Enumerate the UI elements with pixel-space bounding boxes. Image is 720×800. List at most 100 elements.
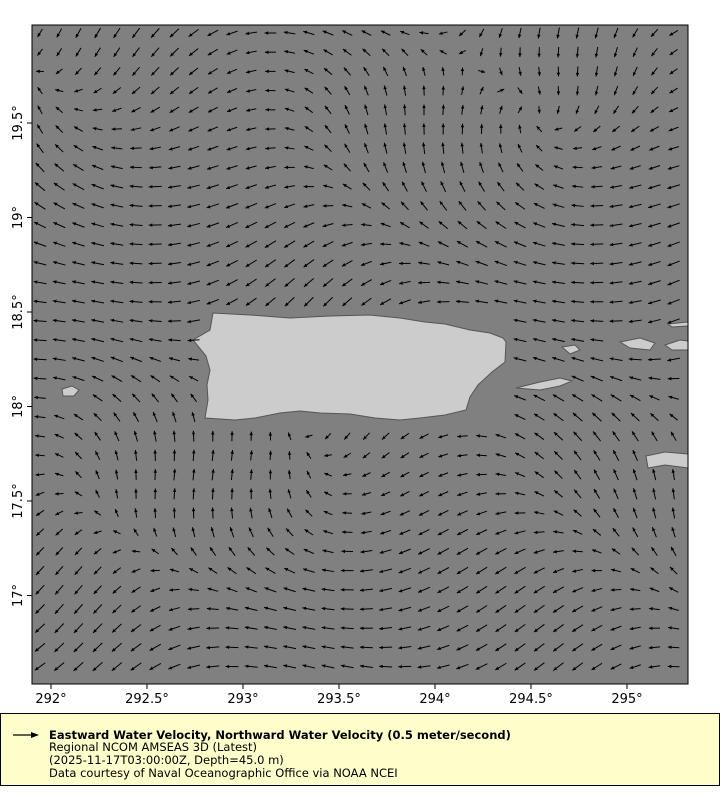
velocity-arrow bbox=[114, 450, 119, 461]
velocity-arrow bbox=[669, 68, 678, 75]
velocity-arrow bbox=[192, 488, 196, 500]
velocity-arrow bbox=[188, 29, 199, 37]
velocity-arrow bbox=[610, 625, 622, 631]
velocity-arrow bbox=[110, 222, 124, 227]
velocity-arrow bbox=[648, 222, 661, 228]
velocity-arrow bbox=[150, 106, 161, 113]
velocity-arrow bbox=[648, 376, 661, 380]
velocity-arrow bbox=[611, 412, 621, 422]
velocity-arrow bbox=[129, 337, 143, 343]
velocity-arrow bbox=[380, 491, 391, 497]
velocity-arrow bbox=[648, 241, 661, 247]
velocity-arrow bbox=[303, 259, 315, 268]
velocity-arrow bbox=[571, 356, 584, 362]
velocity-arrow bbox=[340, 664, 354, 669]
velocity-arrow bbox=[323, 510, 333, 516]
velocity-arrow bbox=[284, 146, 295, 150]
velocity-arrow bbox=[456, 624, 469, 632]
velocity-arrow bbox=[591, 165, 603, 170]
velocity-arrow bbox=[398, 646, 412, 650]
velocity-arrow bbox=[667, 279, 680, 286]
velocity-arrow bbox=[498, 162, 504, 173]
velocity-arrow bbox=[134, 488, 138, 499]
velocity-arrow bbox=[533, 567, 545, 574]
velocity-arrow bbox=[400, 471, 410, 478]
velocity-arrow bbox=[92, 661, 103, 672]
velocity-arrow bbox=[34, 415, 46, 419]
velocity-arrow bbox=[53, 662, 65, 672]
velocity-arrow bbox=[459, 181, 466, 193]
velocity-arrow bbox=[302, 625, 316, 630]
velocity-arrow bbox=[649, 587, 660, 593]
velocity-arrow bbox=[571, 280, 585, 285]
velocity-arrow bbox=[134, 449, 138, 461]
velocity-arrow bbox=[419, 471, 429, 478]
velocity-arrow bbox=[55, 68, 63, 75]
velocity-arrow bbox=[187, 222, 201, 228]
velocity-arrow bbox=[54, 472, 64, 477]
velocity-arrow bbox=[591, 568, 603, 573]
velocity-arrow bbox=[52, 376, 66, 381]
velocity-arrow bbox=[172, 527, 177, 538]
velocity-arrow bbox=[172, 468, 177, 481]
velocity-arrow bbox=[54, 642, 65, 653]
velocity-arrow bbox=[188, 126, 199, 132]
velocity-arrow bbox=[381, 432, 390, 440]
velocity-arrow bbox=[91, 222, 104, 228]
velocity-arrow bbox=[418, 510, 430, 516]
velocity-arrow bbox=[437, 625, 450, 632]
velocity-arrow bbox=[92, 145, 103, 151]
velocity-arrow bbox=[265, 69, 276, 74]
velocity-arrow bbox=[206, 260, 220, 267]
velocity-arrow bbox=[225, 626, 239, 630]
velocity-arrow bbox=[594, 46, 599, 58]
velocity-arrow bbox=[34, 623, 46, 634]
velocity-arrow bbox=[321, 587, 335, 592]
velocity-arrow bbox=[149, 643, 162, 652]
velocity-arrow bbox=[495, 529, 507, 535]
velocity-arrow bbox=[669, 87, 678, 94]
velocity-arrow bbox=[590, 242, 604, 247]
velocity-arrow bbox=[112, 604, 122, 614]
velocity-arrow bbox=[54, 603, 64, 615]
velocity-arrow bbox=[401, 181, 408, 192]
velocity-arrow bbox=[632, 468, 638, 481]
velocity-arrow bbox=[437, 586, 450, 594]
velocity-arrow bbox=[91, 164, 104, 171]
velocity-arrow bbox=[322, 30, 334, 36]
velocity-arrow bbox=[651, 431, 658, 442]
velocity-arrow bbox=[513, 337, 527, 343]
velocity-arrow bbox=[651, 546, 658, 556]
velocity-arrow bbox=[359, 645, 373, 649]
velocity-arrow bbox=[669, 48, 678, 56]
velocity-arrow bbox=[537, 66, 542, 77]
velocity-arrow bbox=[516, 162, 524, 172]
velocity-arrow bbox=[514, 221, 526, 229]
vector-map[interactable]: 292° 292.5° 293° 293.5° 294° 294.5° 295° 19.5°… bbox=[0, 0, 720, 712]
velocity-arrow bbox=[652, 507, 657, 519]
velocity-arrow bbox=[72, 376, 85, 382]
velocity-arrow bbox=[287, 432, 292, 440]
velocity-arrow bbox=[399, 221, 410, 229]
velocity-arrow bbox=[36, 124, 44, 134]
velocity-arrow bbox=[246, 567, 257, 575]
velocity-arrow bbox=[632, 449, 638, 461]
velocity-arrow bbox=[72, 241, 85, 247]
velocity-arrow bbox=[34, 182, 46, 192]
velocity-arrow bbox=[363, 162, 370, 173]
velocity-arrow bbox=[517, 106, 523, 114]
velocity-arrow bbox=[341, 241, 353, 247]
velocity-arrow bbox=[53, 182, 65, 191]
velocity-arrow bbox=[379, 607, 393, 612]
velocity-arrow bbox=[33, 241, 47, 247]
velocity-arrow bbox=[671, 507, 676, 519]
velocity-arrow bbox=[72, 202, 85, 209]
y-tick-label: 17° bbox=[11, 584, 26, 607]
velocity-arrow bbox=[94, 67, 102, 76]
velocity-arrow bbox=[552, 586, 565, 594]
velocity-arrow bbox=[498, 28, 503, 38]
velocity-arrow bbox=[264, 31, 277, 35]
velocity-arrow bbox=[438, 453, 449, 458]
velocity-arrow bbox=[571, 375, 584, 382]
velocity-arrow bbox=[187, 626, 200, 631]
